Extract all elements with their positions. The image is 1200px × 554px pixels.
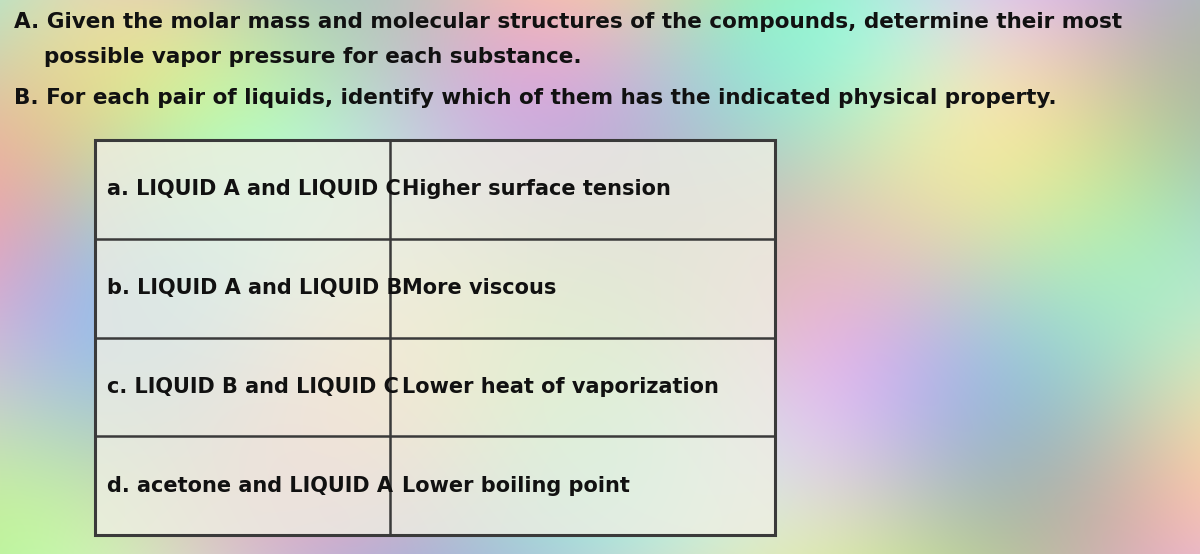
Text: Lower heat of vaporization: Lower heat of vaporization	[402, 377, 719, 397]
Text: possible vapor pressure for each substance.: possible vapor pressure for each substan…	[14, 47, 582, 67]
Text: B. For each pair of liquids, identify which of them has the indicated physical p: B. For each pair of liquids, identify wh…	[14, 88, 1057, 108]
Bar	[95, 337, 390, 436]
Text: A. Given the molar mass and molecular structures of the compounds, determine the: A. Given the molar mass and molecular st…	[14, 12, 1122, 32]
Text: d. acetone and LIQUID A: d. acetone and LIQUID A	[107, 476, 394, 496]
Bar	[95, 140, 390, 239]
Text: Lower boiling point: Lower boiling point	[402, 476, 630, 496]
Bar	[95, 140, 775, 535]
Text: Higher surface tension: Higher surface tension	[402, 179, 671, 199]
Bar	[390, 140, 775, 239]
Text: b. LIQUID A and LIQUID B: b. LIQUID A and LIQUID B	[107, 278, 402, 298]
Bar	[390, 337, 775, 436]
Text: c. LIQUID B and LIQUID C: c. LIQUID B and LIQUID C	[107, 377, 398, 397]
Text: More viscous: More viscous	[402, 278, 557, 298]
Bar	[95, 140, 775, 535]
Bar	[95, 436, 390, 535]
Text: a. LIQUID A and LIQUID C: a. LIQUID A and LIQUID C	[107, 179, 401, 199]
Bar	[390, 436, 775, 535]
Bar	[390, 239, 775, 337]
Bar	[95, 239, 390, 337]
